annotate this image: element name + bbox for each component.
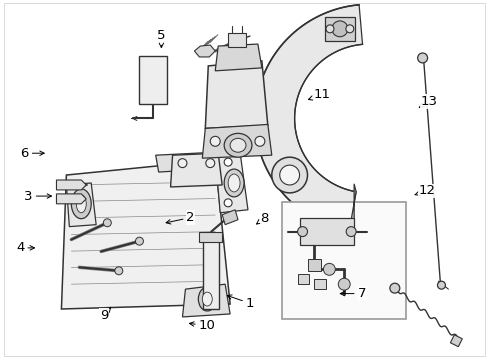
Polygon shape xyxy=(61,160,230,309)
Polygon shape xyxy=(215,44,262,71)
Text: 12: 12 xyxy=(415,184,436,197)
Circle shape xyxy=(136,237,144,245)
Bar xyxy=(228,33,246,47)
Polygon shape xyxy=(202,125,272,158)
Ellipse shape xyxy=(72,189,91,219)
Text: 10: 10 xyxy=(190,319,216,332)
Ellipse shape xyxy=(202,292,212,306)
Bar xyxy=(282,202,406,319)
Text: 9: 9 xyxy=(100,307,111,321)
Circle shape xyxy=(346,227,356,237)
Circle shape xyxy=(297,227,308,237)
Circle shape xyxy=(323,264,335,275)
Circle shape xyxy=(280,165,299,185)
Bar xyxy=(315,279,326,289)
Circle shape xyxy=(224,158,232,166)
Circle shape xyxy=(103,219,111,227)
Circle shape xyxy=(417,53,428,63)
Circle shape xyxy=(326,25,334,33)
Polygon shape xyxy=(66,183,96,227)
Circle shape xyxy=(206,159,215,168)
Circle shape xyxy=(272,157,308,193)
Bar xyxy=(325,17,355,41)
Circle shape xyxy=(338,278,350,290)
Text: 3: 3 xyxy=(24,190,51,203)
Circle shape xyxy=(332,21,348,37)
Ellipse shape xyxy=(224,133,252,157)
Polygon shape xyxy=(308,260,321,271)
Polygon shape xyxy=(450,335,462,347)
Ellipse shape xyxy=(76,195,86,213)
Text: 8: 8 xyxy=(257,212,269,225)
Bar xyxy=(139,56,167,104)
Circle shape xyxy=(438,281,445,289)
Polygon shape xyxy=(56,180,86,190)
Polygon shape xyxy=(171,153,222,187)
Circle shape xyxy=(178,159,187,168)
Circle shape xyxy=(115,267,123,275)
Polygon shape xyxy=(199,231,222,242)
Text: 5: 5 xyxy=(157,29,166,48)
Polygon shape xyxy=(215,152,248,213)
Text: 11: 11 xyxy=(309,89,330,102)
Circle shape xyxy=(224,199,232,207)
Polygon shape xyxy=(222,210,238,225)
Polygon shape xyxy=(195,45,215,57)
Polygon shape xyxy=(349,184,356,231)
Bar xyxy=(203,238,219,309)
Text: 6: 6 xyxy=(21,147,44,160)
Text: 13: 13 xyxy=(419,95,437,108)
Ellipse shape xyxy=(228,174,240,192)
Bar xyxy=(299,218,354,246)
Circle shape xyxy=(210,136,220,146)
Ellipse shape xyxy=(230,138,246,152)
Bar xyxy=(297,274,310,284)
Text: 1: 1 xyxy=(227,295,254,310)
Polygon shape xyxy=(255,5,363,231)
Polygon shape xyxy=(156,152,222,172)
Circle shape xyxy=(390,283,400,293)
Circle shape xyxy=(255,136,265,146)
Text: 2: 2 xyxy=(166,211,195,224)
Circle shape xyxy=(346,25,354,33)
Polygon shape xyxy=(56,194,86,204)
Ellipse shape xyxy=(198,287,216,311)
Ellipse shape xyxy=(224,169,244,197)
Text: 4: 4 xyxy=(16,241,34,255)
Polygon shape xyxy=(182,284,230,317)
Text: 7: 7 xyxy=(340,287,366,300)
Polygon shape xyxy=(205,61,268,129)
